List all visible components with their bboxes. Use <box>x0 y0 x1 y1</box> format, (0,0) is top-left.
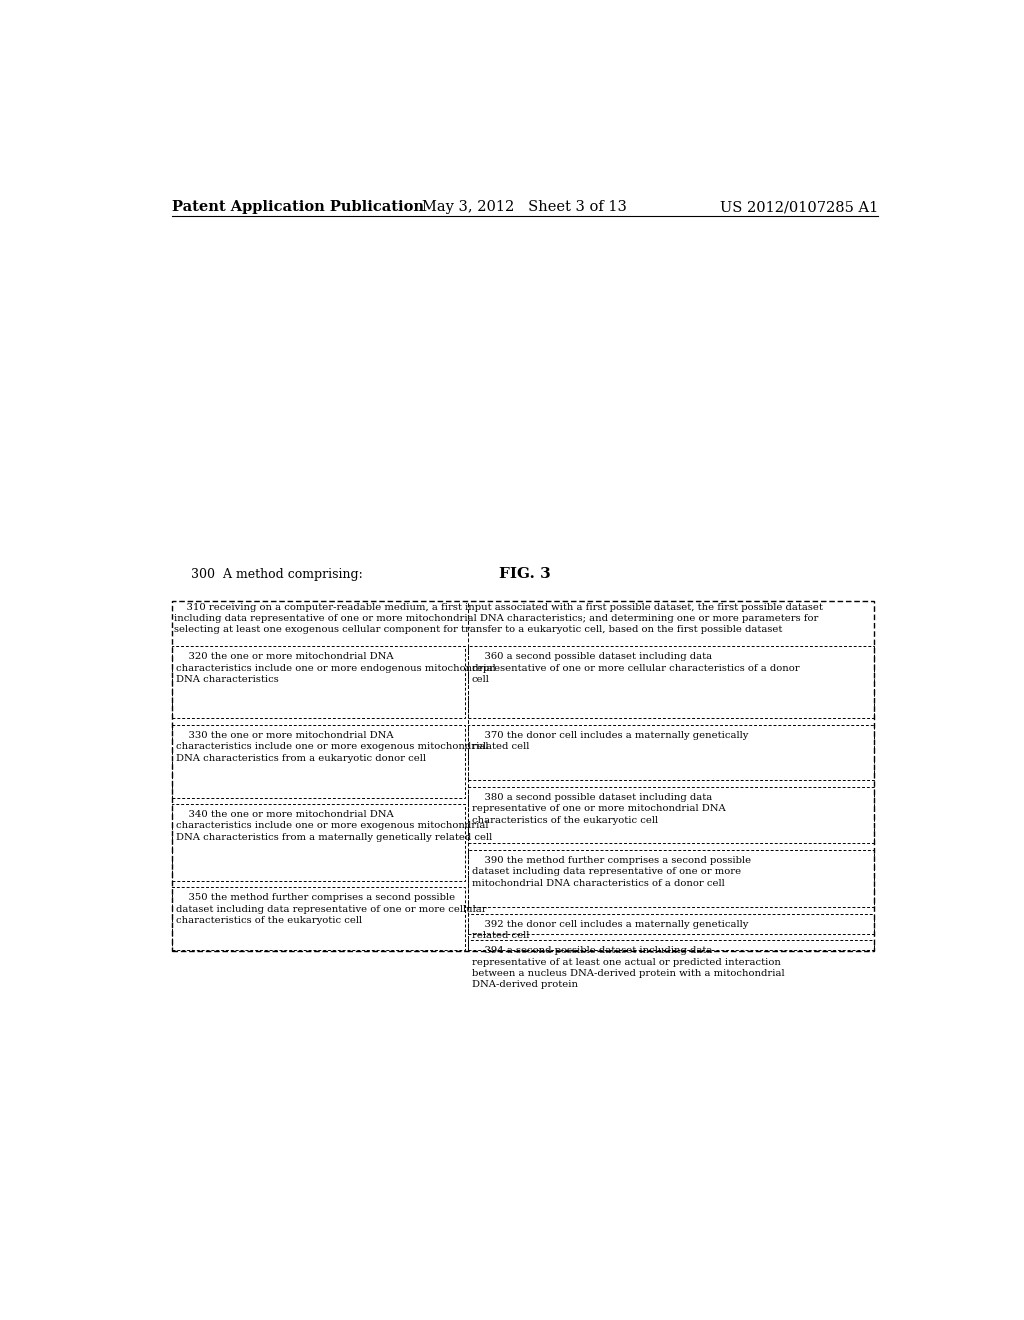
Text: 394 a second possible dataset including data
representative of at least one actu: 394 a second possible dataset including … <box>472 946 784 990</box>
Text: May 3, 2012   Sheet 3 of 13: May 3, 2012 Sheet 3 of 13 <box>422 201 628 214</box>
Text: FIG. 3: FIG. 3 <box>499 568 551 581</box>
Text: 300  A method comprising:: 300 A method comprising: <box>191 568 364 581</box>
Text: 392 the donor cell includes a maternally genetically
related cell: 392 the donor cell includes a maternally… <box>472 920 748 940</box>
Text: 390 the method further comprises a second possible
dataset including data repres: 390 the method further comprises a secon… <box>472 855 751 887</box>
Text: 380 a second possible dataset including data
representative of one or more mitoc: 380 a second possible dataset including … <box>472 792 725 825</box>
Text: 350 the method further comprises a second possible
dataset including data repres: 350 the method further comprises a secon… <box>176 894 486 925</box>
Text: 330 the one or more mitochondrial DNA
characteristics include one or more exogen: 330 the one or more mitochondrial DNA ch… <box>176 731 488 763</box>
Text: 320 the one or more mitochondrial DNA
characteristics include one or more endoge: 320 the one or more mitochondrial DNA ch… <box>176 652 496 684</box>
Text: Patent Application Publication: Patent Application Publication <box>172 201 424 214</box>
Text: 370 the donor cell includes a maternally genetically
related cell: 370 the donor cell includes a maternally… <box>472 731 748 751</box>
Text: 340 the one or more mitochondrial DNA
characteristics include one or more exogen: 340 the one or more mitochondrial DNA ch… <box>176 810 492 842</box>
Text: 360 a second possible dataset including data
representative of one or more cellu: 360 a second possible dataset including … <box>472 652 800 684</box>
Text: 310 receiving on a computer-readable medium, a first input associated with a fir: 310 receiving on a computer-readable med… <box>174 602 823 635</box>
Text: US 2012/0107285 A1: US 2012/0107285 A1 <box>720 201 878 214</box>
